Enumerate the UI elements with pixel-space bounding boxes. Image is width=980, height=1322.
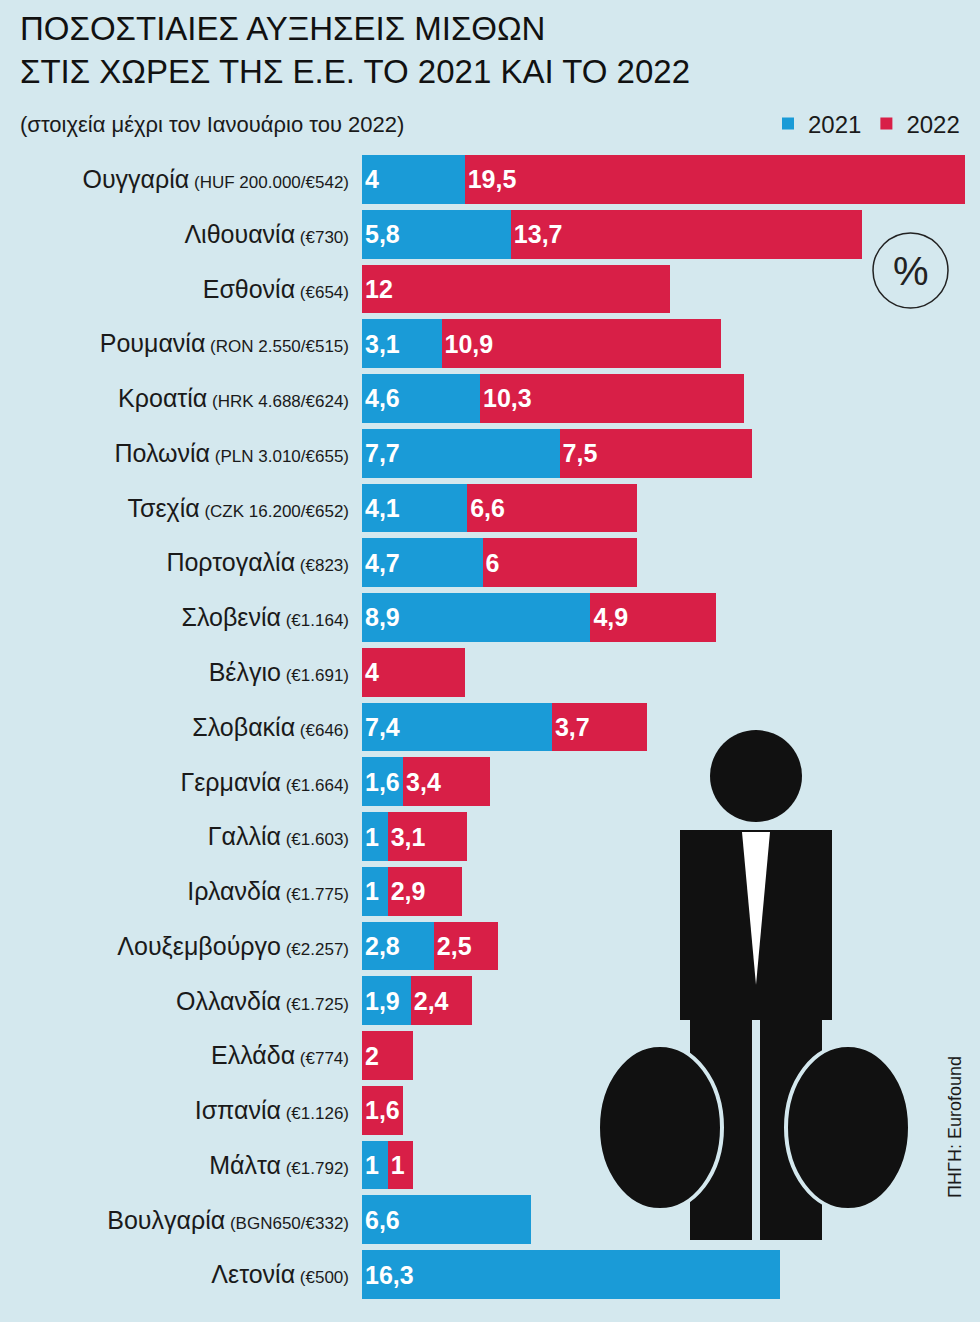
svg-text:(στοιχεία μέχρι τον Ιανουάριο: (στοιχεία μέχρι τον Ιανουάριο του 2022) bbox=[20, 112, 404, 137]
svg-text:Ιρλανδία (€1.775): Ιρλανδία (€1.775) bbox=[187, 877, 349, 905]
svg-text:Γαλλία (€1.603): Γαλλία (€1.603) bbox=[208, 822, 349, 850]
svg-text:Βέλγιο (€1.691): Βέλγιο (€1.691) bbox=[209, 658, 349, 686]
svg-text:Ολλανδία (€1.725): Ολλανδία (€1.725) bbox=[176, 987, 349, 1015]
svg-text:Κροατία (HRK 4.688/€624): Κροατία (HRK 4.688/€624) bbox=[118, 384, 349, 412]
svg-text:16,3: 16,3 bbox=[365, 1261, 414, 1289]
svg-text:10,3: 10,3 bbox=[483, 384, 532, 412]
svg-text:10,9: 10,9 bbox=[445, 330, 494, 358]
svg-text:Τσεχία (CZK 16.200/€652): Τσεχία (CZK 16.200/€652) bbox=[127, 494, 349, 522]
svg-text:5,8: 5,8 bbox=[365, 220, 400, 248]
svg-text:3,7: 3,7 bbox=[555, 713, 590, 741]
svg-text:1: 1 bbox=[365, 877, 379, 905]
svg-text:2,8: 2,8 bbox=[365, 932, 400, 960]
svg-text:4: 4 bbox=[365, 165, 379, 193]
svg-text:7,7: 7,7 bbox=[365, 439, 400, 467]
svg-text:3,1: 3,1 bbox=[365, 330, 400, 358]
svg-text:1: 1 bbox=[391, 1151, 405, 1179]
svg-text:Ουγγαρία (HUF 200.000/€542): Ουγγαρία (HUF 200.000/€542) bbox=[82, 165, 349, 193]
svg-text:4,6: 4,6 bbox=[365, 384, 400, 412]
svg-text:Πορτογαλία (€823): Πορτογαλία (€823) bbox=[166, 548, 349, 576]
svg-text:1: 1 bbox=[365, 1151, 379, 1179]
svg-text:6,6: 6,6 bbox=[365, 1206, 400, 1234]
svg-text:7,5: 7,5 bbox=[563, 439, 598, 467]
svg-text:2,4: 2,4 bbox=[414, 987, 449, 1015]
svg-text:7,4: 7,4 bbox=[365, 713, 400, 741]
svg-text:4: 4 bbox=[365, 658, 379, 686]
svg-text:Λετονία (€500): Λετονία (€500) bbox=[211, 1260, 349, 1288]
svg-text:Μάλτα (€1.792): Μάλτα (€1.792) bbox=[209, 1151, 349, 1179]
svg-text:1,6: 1,6 bbox=[365, 768, 400, 796]
svg-text:12: 12 bbox=[365, 275, 393, 303]
svg-text:3,4: 3,4 bbox=[406, 768, 441, 796]
svg-text:ΠΗΓΗ: Eurofound: ΠΗΓΗ: Eurofound bbox=[945, 1056, 965, 1198]
svg-text:4,9: 4,9 bbox=[593, 603, 628, 631]
svg-text:2022: 2022 bbox=[906, 111, 959, 138]
svg-text:Ελλάδα (€774): Ελλάδα (€774) bbox=[211, 1041, 349, 1069]
svg-text:4,1: 4,1 bbox=[365, 494, 400, 522]
svg-text:2,9: 2,9 bbox=[391, 877, 426, 905]
svg-text:Βουλγαρία (BGN650/€332): Βουλγαρία (BGN650/€332) bbox=[107, 1206, 349, 1234]
svg-text:Ισπανία (€1.126): Ισπανία (€1.126) bbox=[195, 1096, 349, 1124]
svg-text:Σλοβενία (€1.164): Σλοβενία (€1.164) bbox=[181, 603, 349, 631]
svg-text:6,6: 6,6 bbox=[470, 494, 505, 522]
svg-text:4,7: 4,7 bbox=[365, 549, 400, 577]
svg-text:1,9: 1,9 bbox=[365, 987, 400, 1015]
svg-text:Λουξεμβούργο (€2.257): Λουξεμβούργο (€2.257) bbox=[117, 932, 349, 960]
svg-text:6: 6 bbox=[486, 549, 500, 577]
svg-text:%: % bbox=[893, 249, 929, 293]
svg-text:2,5: 2,5 bbox=[437, 932, 472, 960]
svg-text:Ρουμανία (RON 2.550/€515): Ρουμανία (RON 2.550/€515) bbox=[100, 329, 349, 357]
svg-text:1: 1 bbox=[365, 823, 379, 851]
svg-text:19,5: 19,5 bbox=[468, 165, 517, 193]
svg-text:2021: 2021 bbox=[808, 111, 861, 138]
svg-text:Σλοβακία (€646): Σλοβακία (€646) bbox=[192, 713, 349, 741]
svg-text:2: 2 bbox=[365, 1042, 379, 1070]
svg-text:Λιθουανία (€730): Λιθουανία (€730) bbox=[184, 220, 349, 248]
svg-text:Εσθονία (€654): Εσθονία (€654) bbox=[203, 275, 349, 303]
svg-text:Πολωνία (PLN 3.010/€655): Πολωνία (PLN 3.010/€655) bbox=[114, 439, 349, 467]
svg-text:Γερμανία (€1.664): Γερμανία (€1.664) bbox=[180, 768, 349, 796]
svg-text:ΠΟΣΟΣΤΙΑΙΕΣ ΑΥΞΗΣΕΙΣ ΜΙΣΘΩΝΣΤΙ: ΠΟΣΟΣΤΙΑΙΕΣ ΑΥΞΗΣΕΙΣ ΜΙΣΘΩΝΣΤΙΣ ΧΩΡΕΣ ΤΗ… bbox=[20, 10, 690, 90]
svg-text:13,7: 13,7 bbox=[514, 220, 563, 248]
svg-text:8,9: 8,9 bbox=[365, 603, 400, 631]
svg-text:1,6: 1,6 bbox=[365, 1096, 400, 1124]
svg-text:3,1: 3,1 bbox=[391, 823, 426, 851]
